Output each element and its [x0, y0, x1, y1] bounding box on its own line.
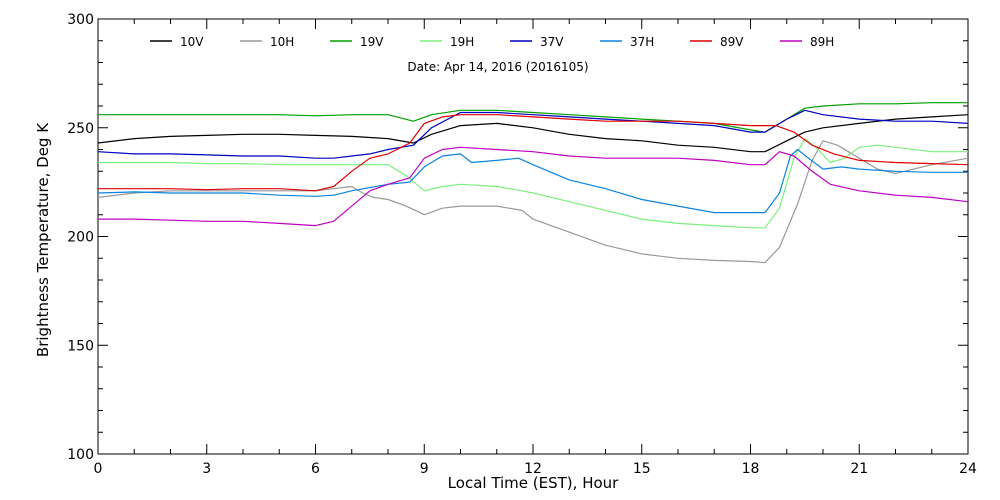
- y-axis-title: Brightness Temperature, Deg K: [34, 122, 52, 357]
- y-tick-label: 100: [67, 447, 94, 463]
- legend: 10V 10H 19V 19H 37V 37H 89V 89H: [150, 35, 834, 49]
- legend-label-10v: 10V: [180, 35, 204, 49]
- x-tick-label: 18: [742, 461, 760, 477]
- y-tick-label: 200: [67, 230, 94, 246]
- y-tick-label: 150: [67, 338, 94, 354]
- legend-label-19v: 19V: [360, 35, 384, 49]
- x-tick-label: 15: [633, 461, 651, 477]
- x-tick-label: 24: [959, 461, 977, 477]
- plot-frame: [97, 18, 969, 455]
- x-tick-label: 3: [202, 461, 211, 477]
- series-line-37v: [97, 109, 969, 159]
- x-axis-title: Local Time (EST), Hour: [448, 474, 619, 492]
- series-line-89v: [98, 114, 969, 192]
- x-tick-label: 21: [850, 461, 868, 477]
- legend-label-37h: 37H: [630, 35, 654, 49]
- axis-ticks: [97, 18, 969, 455]
- x-tick-labels: 0 3 6 9 12 15 18 21 24: [94, 461, 977, 477]
- legend-label-10h: 10H: [270, 35, 294, 49]
- legend-label-89v: 89V: [720, 35, 744, 49]
- x-tick-label: 6: [311, 461, 320, 477]
- series-line-89h: [98, 146, 969, 227]
- chart-subtitle: Date: Apr 14, 2016 (2016105): [407, 60, 588, 74]
- legend-label-89h: 89H: [810, 35, 834, 49]
- x-tick-label: 0: [94, 461, 103, 477]
- series-line-19h: [98, 138, 968, 229]
- legend-label-19h: 19H: [450, 35, 474, 49]
- series-line-19v: [98, 102, 968, 133]
- series-lines: [97, 102, 969, 264]
- series-line-37h: [97, 148, 968, 214]
- legend-label-37v: 37V: [540, 35, 564, 49]
- x-tick-label: 9: [420, 461, 429, 477]
- y-tick-label: 300: [67, 12, 94, 28]
- series-line-10v: [97, 114, 969, 153]
- y-tick-labels: 100 150 200 250 300: [67, 12, 94, 463]
- x-tick-label: 12: [524, 461, 542, 477]
- y-tick-label: 250: [67, 121, 94, 137]
- series-line-10h: [97, 140, 969, 264]
